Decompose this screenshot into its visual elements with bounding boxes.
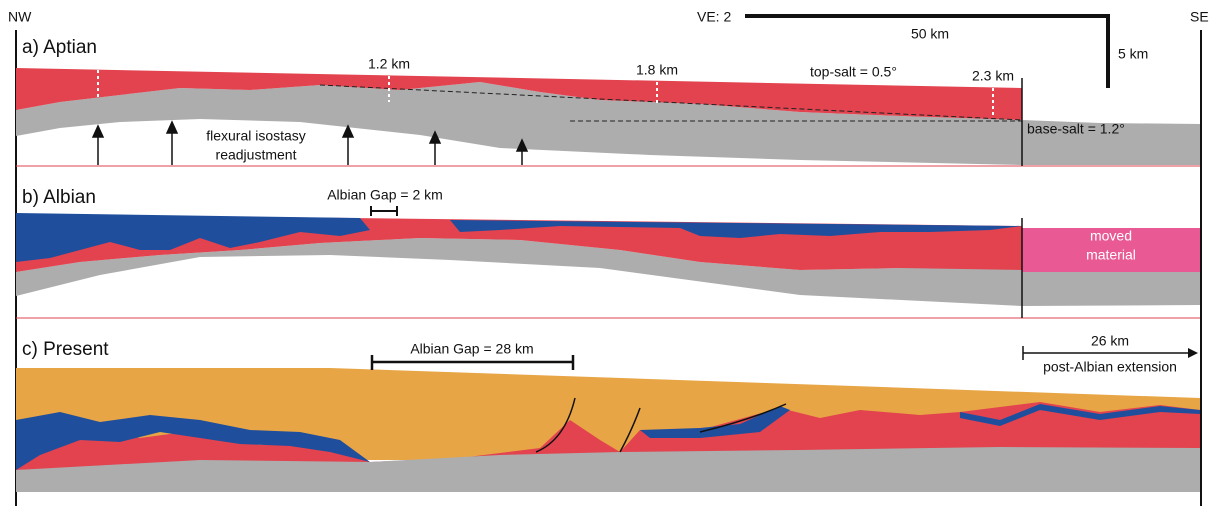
thickness-label: 2.3 km (972, 68, 1014, 84)
panel-label: b) Albian (22, 187, 96, 208)
arrow (1188, 348, 1198, 358)
angle-label: base-salt = 1.2° (1027, 121, 1125, 137)
angle-label: top-salt = 0.5° (810, 64, 897, 80)
panel-label: a) Aptian (22, 37, 97, 58)
scale-label: 5 km (1118, 46, 1148, 62)
scale-label: 50 km (911, 26, 949, 42)
gap-label: Albian Gap = 28 km (410, 341, 533, 357)
extension-label: 26 km (1091, 333, 1129, 349)
panel-label: c) Present (22, 339, 109, 360)
extension-note: post-Albian extension (1043, 359, 1177, 375)
cross-section: NW SE VE: 2 50 km 5 km a) Aptian 1.2 km … (0, 0, 1224, 506)
thickness-label: 1.2 km (368, 56, 410, 72)
gap-label: Albian Gap = 2 km (327, 187, 443, 203)
note: readjustment (216, 147, 297, 163)
note: flexural isostasy (206, 128, 306, 144)
se-label: SE (1190, 9, 1209, 25)
moved-label: moved (1090, 228, 1132, 244)
nw-label: NW (8, 9, 32, 25)
moved-label: material (1086, 247, 1136, 263)
ve-label: VE: 2 (697, 9, 731, 25)
thickness-label: 1.8 km (636, 62, 678, 78)
